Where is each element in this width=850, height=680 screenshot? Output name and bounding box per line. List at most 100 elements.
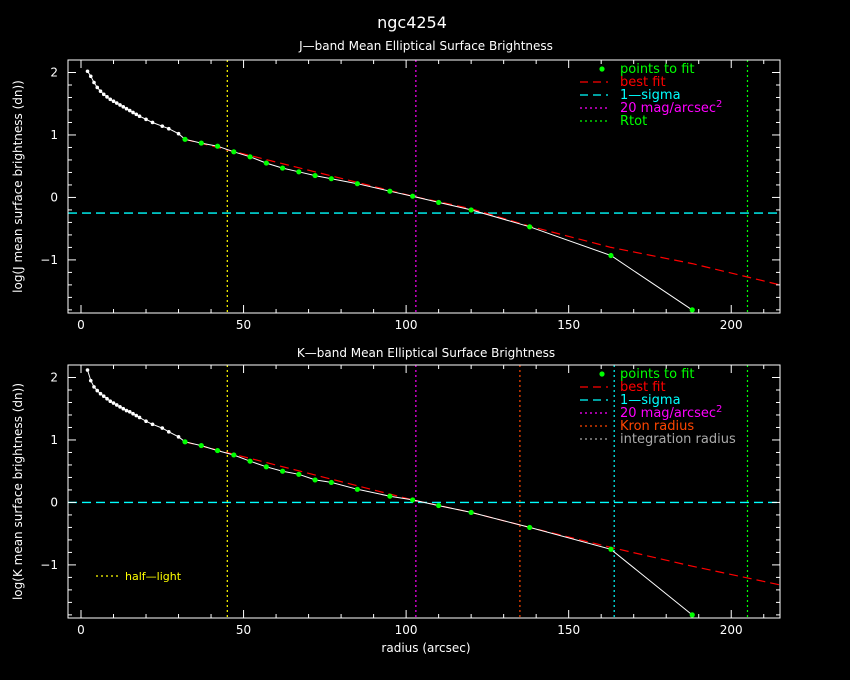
j-fit-point (328, 176, 334, 182)
k-fit-point (608, 546, 614, 552)
j-fit-point (198, 140, 204, 146)
j-fit-point (468, 207, 474, 213)
j-fit-point (689, 307, 695, 313)
k-x-tick-label: 50 (236, 623, 251, 637)
k-fit-point (296, 471, 302, 477)
j-profile-point (137, 114, 142, 119)
x-axis-label: radius (arcsec) (381, 641, 470, 655)
k-profile-point (98, 391, 103, 396)
j-fit-point (608, 252, 614, 259)
j-x-tick-label: 0 (77, 318, 85, 332)
j-profile-point (121, 105, 126, 109)
k-profile-point (88, 378, 93, 383)
j-panel-title: J—band Mean Elliptical Surface Brightnes… (298, 39, 553, 53)
k-fit-point (468, 509, 474, 516)
k-legend-label-integration-radius: integration radius (620, 432, 736, 447)
j-y-tick-label: 2 (50, 65, 58, 79)
k-fit-point (410, 497, 416, 503)
k-band-panel: K—band Mean Elliptical Surface Brightnes… (11, 346, 781, 637)
j-x-tick-label: 100 (395, 318, 418, 332)
j-profile-point (166, 126, 171, 131)
j-legend-label-best-fit: best fit (620, 75, 666, 90)
k-profile-point (150, 422, 155, 427)
k-profile-point (121, 406, 126, 411)
k-fit-point (214, 447, 221, 454)
k-profile-point (127, 410, 132, 414)
k-legend-swatch-points-to-fit (599, 371, 605, 377)
j-y-axis-label: log(J mean surface brightness (dn)) (11, 80, 25, 293)
j-profile-point (95, 85, 100, 90)
k-profile-point (95, 388, 100, 393)
j-profile-point (114, 101, 119, 105)
k-profile-point (105, 396, 109, 401)
k-legend-label-kron-radius: Kron radius (620, 419, 694, 434)
k-x-tick-label: 150 (557, 623, 580, 637)
j-profile-point (144, 117, 148, 122)
j-legend-label-20-mag-arcsec: 20 mag/arcsec2 (620, 99, 722, 116)
k-y-tick-label: 1 (50, 433, 58, 447)
k-profile-point (111, 401, 116, 405)
j-fit-point (312, 172, 318, 179)
k-legend-label-20-mag-arcsec: 20 mag/arcsec2 (620, 404, 722, 421)
j-profile-point (88, 74, 93, 79)
j-fit-point (436, 199, 442, 206)
j-profile-point (105, 95, 109, 99)
k-x-tick-label: 200 (720, 623, 743, 637)
j-profile-point (111, 99, 116, 104)
j-x-tick-label: 150 (557, 318, 580, 332)
k-y-tick-label: 0 (50, 495, 58, 509)
k-half-light-label: half—light (125, 570, 182, 583)
j-profile-point (176, 131, 181, 136)
k-legend-label-points-to-fit: points to fit (620, 367, 695, 382)
k-profile-point (144, 419, 148, 424)
k-fit-point (354, 486, 360, 492)
k-profile-point (134, 413, 139, 418)
k-axes-frame (67, 364, 781, 619)
k-fit-point (527, 524, 533, 531)
j-band-panel: J—band Mean Elliptical Surface Brightnes… (11, 39, 781, 332)
j-profile-point (150, 120, 155, 125)
figure-title: ngc4254 (377, 13, 447, 32)
j-fit-point (182, 136, 188, 142)
k-fit-point (689, 612, 695, 618)
j-legend-label-1-sigma: 1—sigma (620, 88, 681, 103)
j-legend-swatch-points-to-fit (599, 66, 605, 72)
j-y-tick-label: −1 (40, 253, 58, 267)
k-fit-point (231, 452, 237, 458)
j-fit-point (410, 193, 416, 199)
k-plot-area (68, 365, 780, 618)
j-axes-frame (67, 59, 781, 314)
k-y-axis-label: log(K mean surface brightness (dn)) (11, 383, 25, 600)
j-fit-point (387, 188, 393, 194)
j-profile-point (118, 103, 122, 107)
j-fit-point (231, 149, 237, 155)
j-profile-point (85, 69, 90, 74)
k-fit-point (436, 502, 442, 509)
k-profile-point (114, 403, 119, 407)
j-profile-point (131, 110, 135, 115)
j-profile-point (127, 108, 132, 113)
k-fit-point (247, 458, 253, 464)
k-profile-line (87, 369, 693, 616)
j-fit-point (354, 181, 360, 187)
k-profile-point (166, 430, 171, 434)
k-fit-point (198, 442, 204, 449)
k-profile-point (131, 411, 135, 416)
k-fit-point (328, 479, 334, 486)
j-y-tick-label: 1 (50, 128, 58, 142)
j-x-tick-label: 200 (720, 318, 743, 332)
j-fit-point (247, 154, 253, 160)
k-legend-superscript: 2 (716, 404, 722, 415)
j-profile-point (134, 112, 139, 117)
j-legend-label-rtot: Rtot (620, 114, 647, 129)
j-profile-line (87, 70, 693, 311)
k-legend-label-best-fit: best fit (620, 380, 666, 395)
k-profile-point (160, 426, 165, 430)
k-fit-point (263, 464, 269, 470)
j-profile-point (92, 80, 96, 85)
j-profile-point (108, 97, 113, 102)
k-fit-point (279, 468, 286, 474)
j-plot-area (68, 60, 780, 313)
